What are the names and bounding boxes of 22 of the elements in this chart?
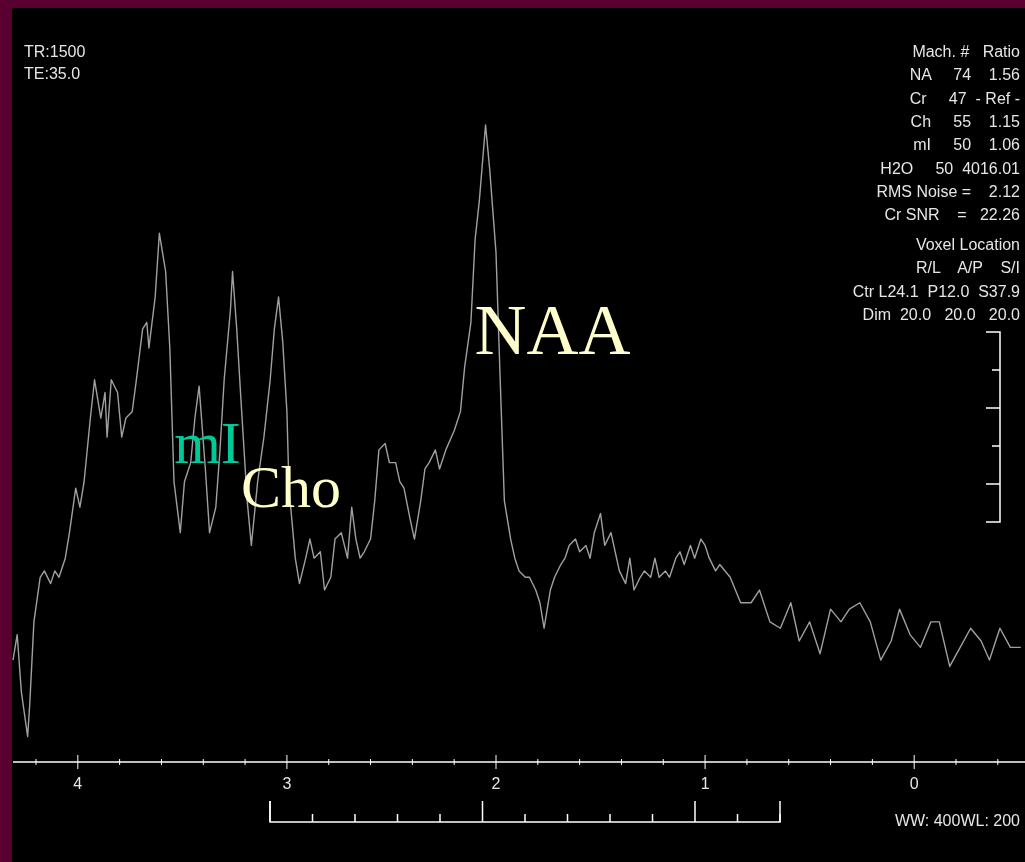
text: Mach. # Ratio <box>912 43 1021 60</box>
annotation: Cho <box>241 454 342 521</box>
text: TE:35.0 <box>24 65 81 82</box>
annotation: H2O 50 4016.01 <box>880 159 1021 177</box>
text: WW: 400WL: 200 <box>894 812 1021 829</box>
annotation: NAA <box>474 290 631 371</box>
text: Cr 47 - Ref - <box>909 89 1020 107</box>
x-tick-label: 3 <box>282 775 292 792</box>
x-tick-label: 4 <box>73 775 83 792</box>
text: TR:1500 <box>24 43 86 60</box>
x-tick-label: 0 <box>909 775 919 792</box>
annotation: Voxel Location <box>915 236 1020 253</box>
annotation: Ch 55 1.15 <box>910 112 1021 130</box>
annotation: Ctr L24.1 P12.0 S37.9 <box>852 282 1021 300</box>
annotation: RMS Noise = 2.12 <box>876 182 1021 200</box>
annotation: mI 50 1.06 <box>913 136 1021 154</box>
annotation: R/L A/P S/I <box>915 259 1020 277</box>
x-tick-label: 1 <box>700 775 710 792</box>
text: NA 74 1.56 <box>909 66 1021 84</box>
annotation: Cr SNR = 22.26 <box>884 206 1021 224</box>
annotation: Dim 20.0 20.0 20.0 <box>862 305 1021 323</box>
x-tick-label: 2 <box>491 775 501 792</box>
